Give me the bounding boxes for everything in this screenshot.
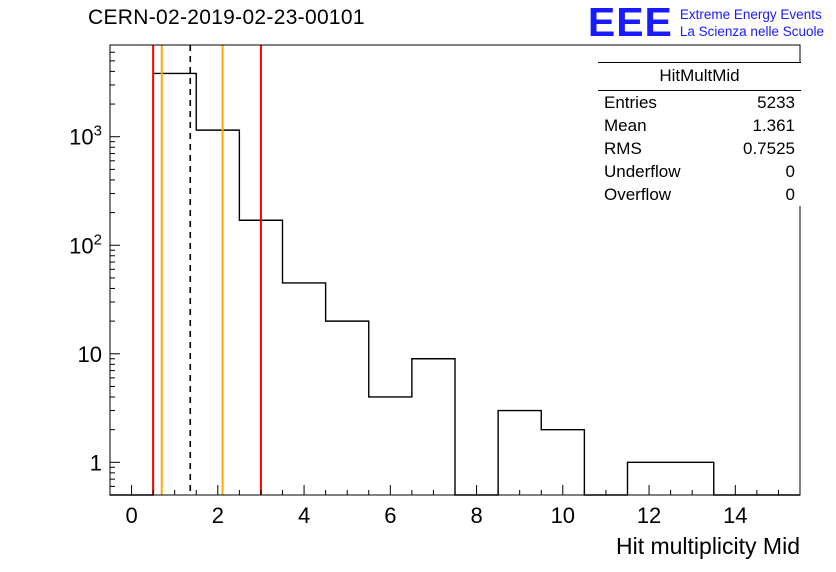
stats-box: HitMultMid Entries 5233 Mean 1.361 RMS 0.7525… — [598, 62, 801, 206]
x-tick-label: 12 — [637, 503, 661, 528]
stats-row-mean: Mean 1.361 — [604, 115, 795, 135]
stats-box-rows: Entries 5233 Mean 1.361 RMS 0.7525 Underflow 0 O… — [598, 91, 801, 206]
x-tick-label: 8 — [470, 503, 482, 528]
eee-logo-acronym: EEE — [587, 0, 673, 45]
y-tick-label: 103 — [69, 123, 102, 150]
stats-row-rms: RMS 0.7525 — [604, 138, 795, 158]
eee-logo: EEE Extreme Energy Events La Scienza nel… — [587, 0, 824, 45]
x-tick-label: 14 — [723, 503, 747, 528]
y-tick-label: 10 — [78, 342, 102, 367]
histogram-outline — [110, 72, 800, 496]
x-tick-label: 0 — [125, 503, 137, 528]
eee-logo-line2: La Scienza nelle Scuole — [679, 24, 824, 39]
plot-title: CERN-02-2019-02-23-00101 — [88, 6, 365, 29]
x-tick-label: 2 — [212, 503, 224, 528]
stats-row-entries: Entries 5233 — [604, 92, 795, 112]
eee-logo-line1: Extreme Energy Events — [679, 7, 822, 22]
stats-box-title: HitMultMid — [598, 63, 801, 91]
x-tick-label: 10 — [551, 503, 575, 528]
y-tick-label: 102 — [69, 231, 102, 258]
eee-logo-caption: Extreme Energy Events La Scienza nelle S… — [680, 2, 824, 40]
x-tick-label: 4 — [298, 503, 310, 528]
x-tick-label: 6 — [384, 503, 396, 528]
y-tick-label: 1 — [90, 450, 102, 475]
x-axis-title: Hit multiplicity Mid — [615, 533, 800, 559]
stats-row-overflow: Overflow 0 — [604, 184, 795, 204]
stats-row-underflow: Underflow 0 — [604, 161, 795, 181]
